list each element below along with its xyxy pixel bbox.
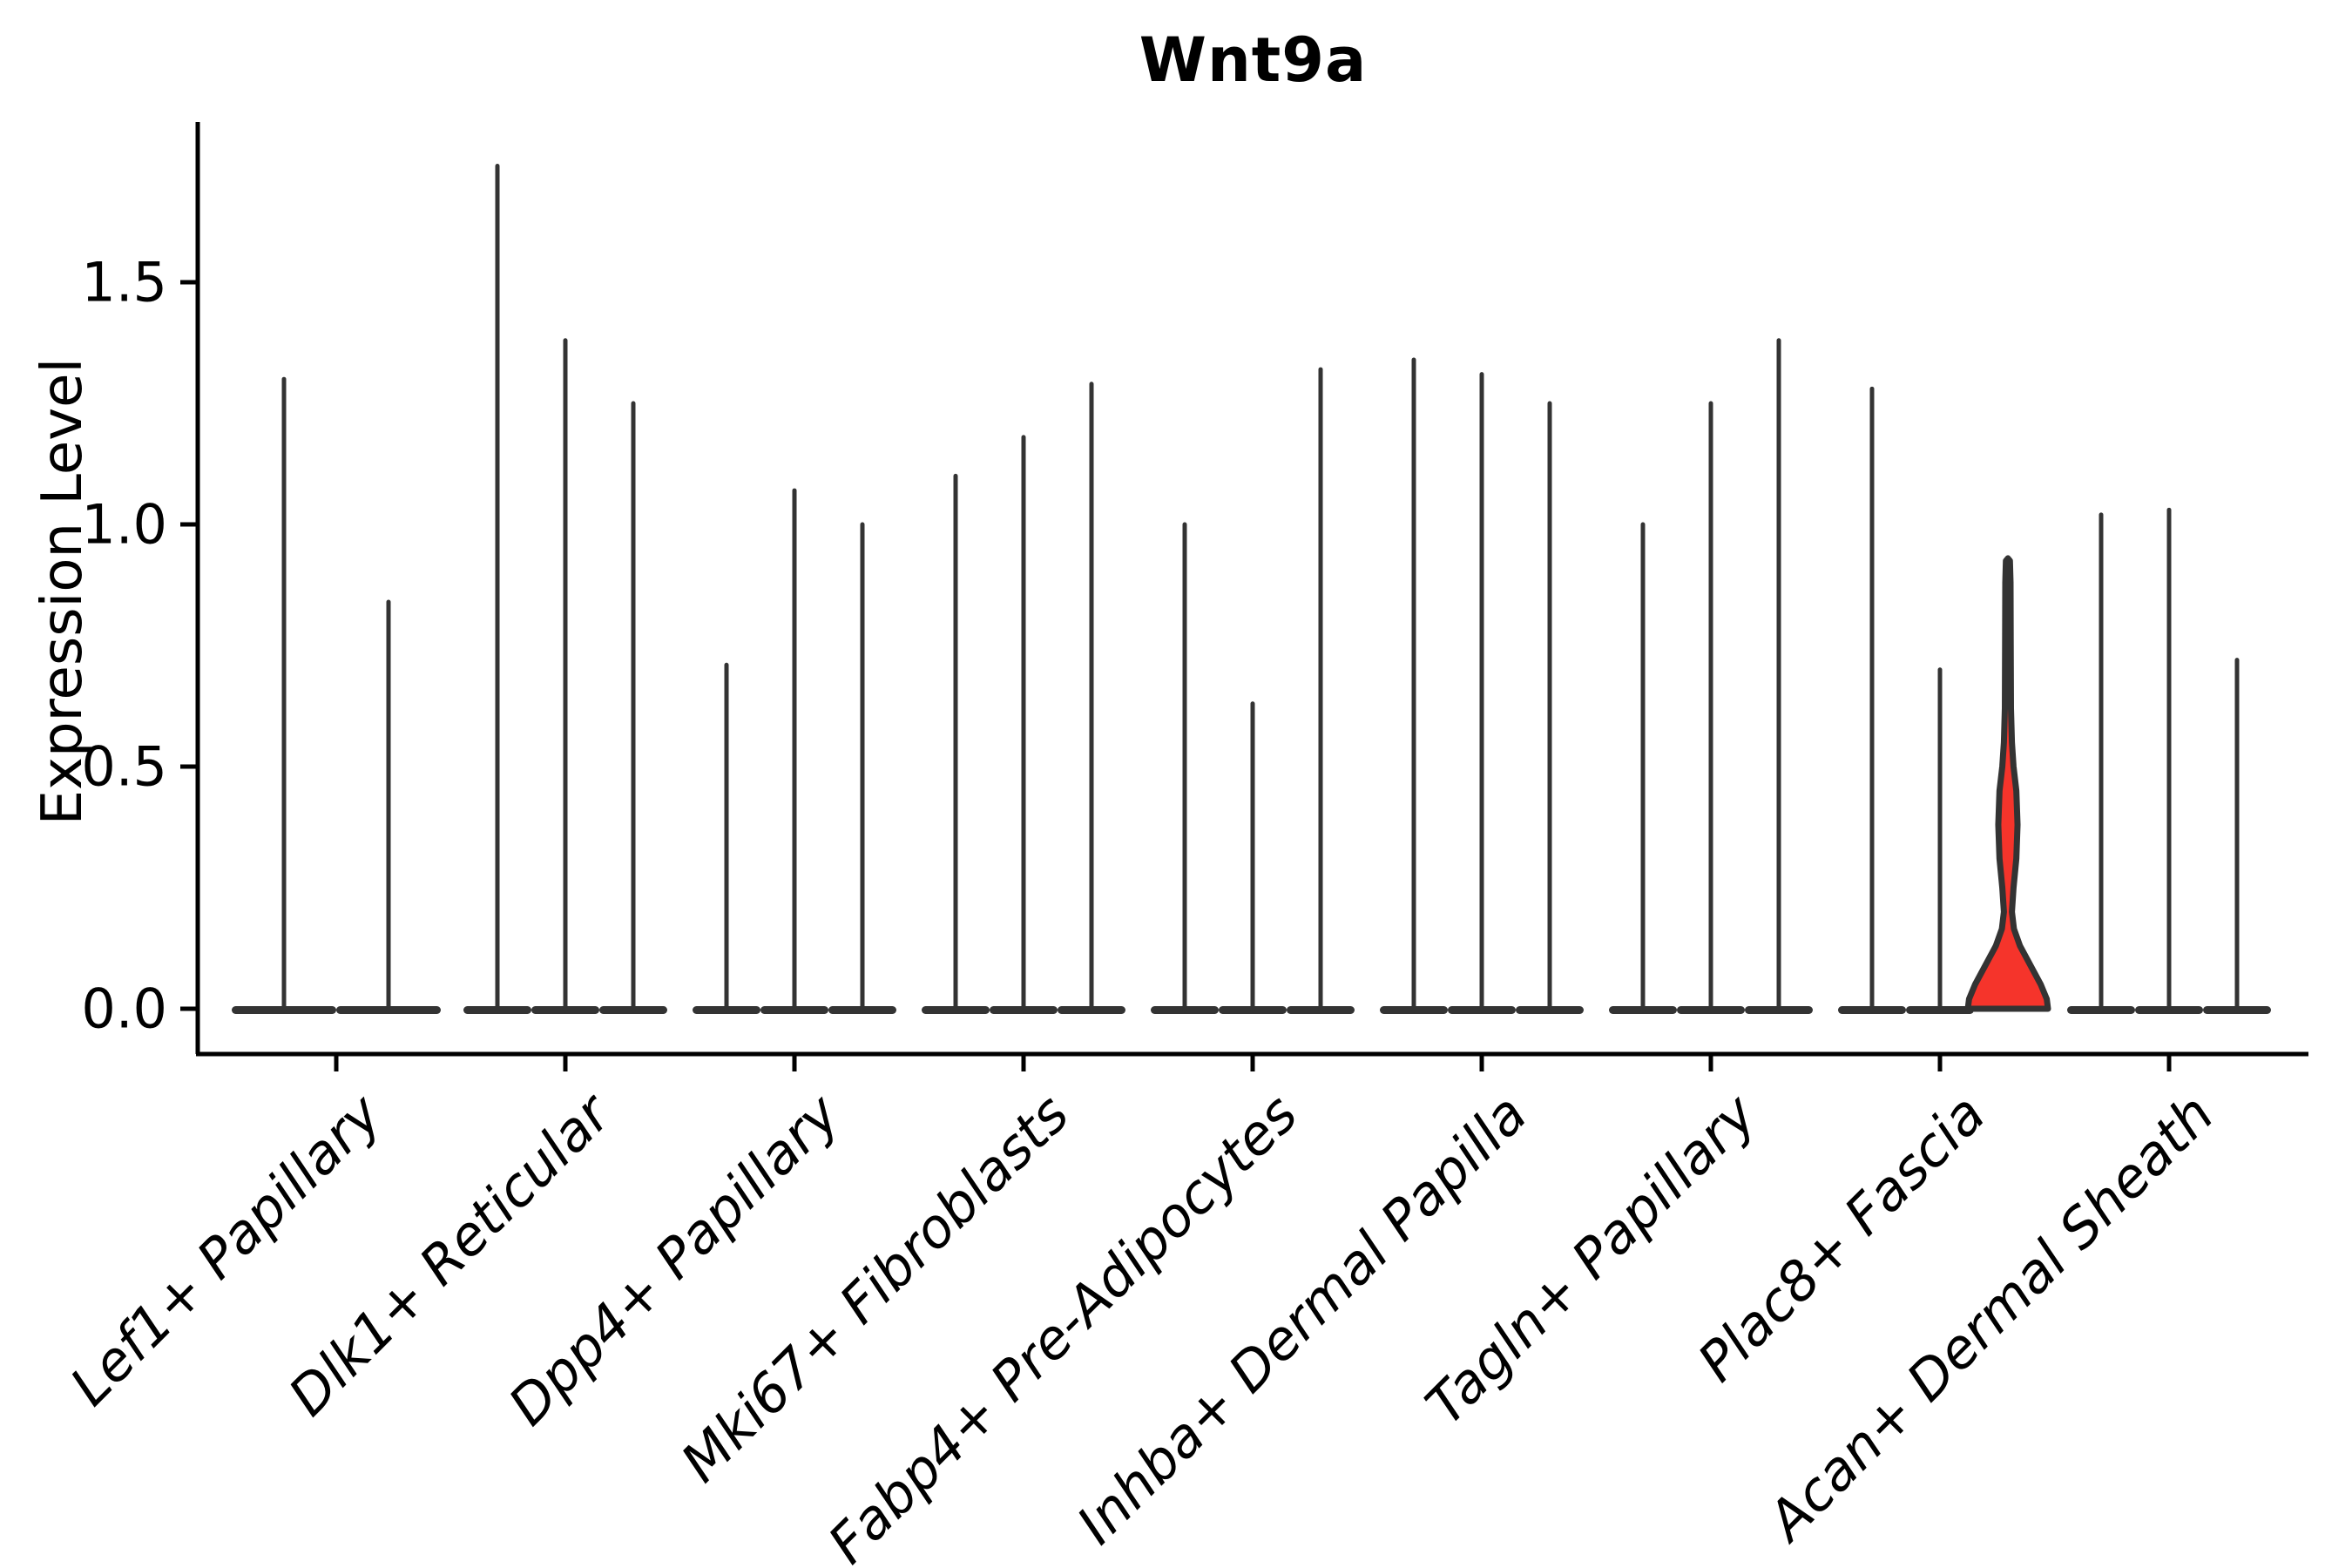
y-tick-label-0.5: 0.5 (81, 734, 167, 799)
y-tick-label-1.5: 1.5 (81, 250, 167, 314)
plot-title: Wnt9a (1139, 24, 1368, 96)
highlighted-violin-plac8-fascia (1964, 555, 2051, 1012)
y-tick-label-0.0: 0.0 (81, 977, 167, 1041)
y-tick-label-1.0: 1.0 (81, 492, 167, 557)
